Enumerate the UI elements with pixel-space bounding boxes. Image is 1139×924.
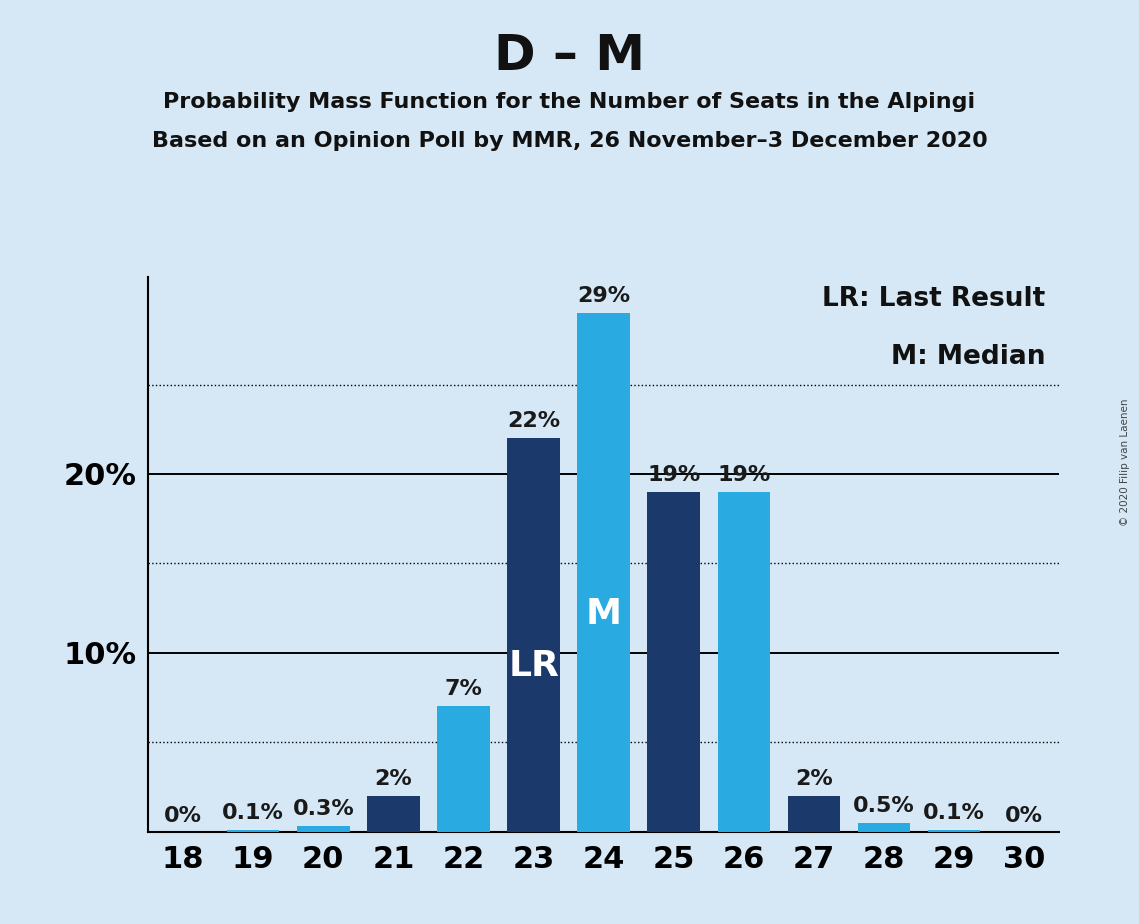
Bar <box>928 830 981 832</box>
Text: 2%: 2% <box>795 769 833 789</box>
Bar <box>227 830 279 832</box>
Bar <box>297 826 350 832</box>
Text: 0.1%: 0.1% <box>924 803 985 822</box>
Text: Probability Mass Function for the Number of Seats in the Alpingi: Probability Mass Function for the Number… <box>163 92 976 113</box>
Bar <box>577 313 630 832</box>
Text: LR: LR <box>508 650 559 684</box>
Text: 0.1%: 0.1% <box>222 803 284 822</box>
Text: LR: Last Result: LR: Last Result <box>822 286 1046 311</box>
Text: 0.3%: 0.3% <box>293 799 354 819</box>
Text: 0%: 0% <box>1006 807 1043 826</box>
Text: 22%: 22% <box>507 411 560 431</box>
Bar <box>367 796 419 832</box>
Text: 29%: 29% <box>577 286 630 306</box>
Bar <box>718 492 770 832</box>
Bar <box>647 492 700 832</box>
Text: 7%: 7% <box>444 679 483 699</box>
Text: 0.5%: 0.5% <box>853 796 915 816</box>
Text: © 2020 Filip van Laenen: © 2020 Filip van Laenen <box>1120 398 1130 526</box>
Bar <box>437 707 490 832</box>
Text: 19%: 19% <box>647 465 700 485</box>
Text: 2%: 2% <box>375 769 412 789</box>
Text: 0%: 0% <box>164 807 202 826</box>
Text: M: Median: M: Median <box>891 344 1046 370</box>
Text: 19%: 19% <box>718 465 770 485</box>
Bar <box>858 822 910 832</box>
Text: D – M: D – M <box>494 32 645 80</box>
Bar <box>788 796 841 832</box>
Text: M: M <box>585 597 622 631</box>
Bar <box>507 438 560 832</box>
Text: Based on an Opinion Poll by MMR, 26 November–3 December 2020: Based on an Opinion Poll by MMR, 26 Nove… <box>151 131 988 152</box>
